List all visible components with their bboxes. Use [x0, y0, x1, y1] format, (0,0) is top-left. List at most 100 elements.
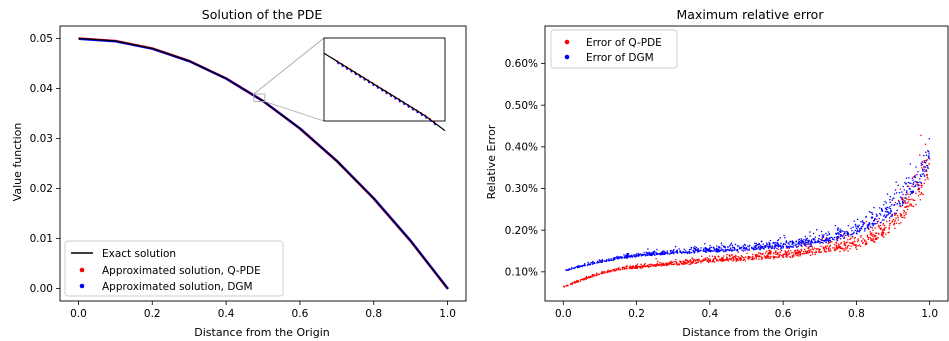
data-point — [733, 247, 736, 250]
data-point — [847, 238, 849, 241]
data-point — [919, 174, 922, 176]
data-point — [869, 236, 871, 239]
data-point — [919, 199, 922, 201]
data-point — [785, 240, 788, 242]
data-point — [843, 237, 845, 240]
data-point — [797, 245, 799, 247]
data-point — [789, 256, 792, 258]
data-point — [767, 257, 770, 259]
data-point — [872, 220, 875, 222]
data-point — [635, 266, 637, 269]
data-point — [888, 224, 891, 227]
data-point — [655, 257, 657, 260]
data-point — [876, 221, 879, 223]
data-point — [817, 251, 820, 253]
data-point — [875, 232, 878, 234]
data-point — [901, 204, 904, 207]
data-point — [774, 255, 776, 258]
data-point — [906, 202, 908, 204]
data-point — [903, 212, 905, 214]
data-point — [860, 239, 863, 242]
data-point — [873, 241, 876, 243]
data-point — [725, 259, 728, 261]
data-point — [820, 251, 822, 253]
data-point — [928, 162, 930, 165]
data-point — [592, 263, 594, 265]
data-point — [840, 241, 843, 244]
data-point — [843, 250, 845, 252]
legend-label: Approximated solution, Q-PDE — [102, 265, 261, 277]
data-point — [631, 254, 633, 257]
data-point — [833, 236, 836, 239]
data-point — [874, 237, 877, 240]
data-point — [755, 246, 757, 248]
data-point — [897, 216, 899, 219]
data-point — [845, 242, 848, 244]
data-point — [755, 244, 757, 247]
data-point — [877, 224, 880, 227]
data-point — [824, 239, 827, 242]
data-point — [573, 267, 576, 269]
data-point — [856, 230, 858, 233]
data-point — [893, 193, 896, 195]
data-point — [844, 247, 847, 249]
data-point — [772, 255, 775, 258]
data-point — [881, 234, 884, 236]
data-point — [830, 236, 833, 239]
data-point — [915, 181, 918, 183]
data-point — [853, 244, 855, 247]
data-point — [897, 219, 899, 221]
data-point — [591, 273, 594, 276]
data-point — [920, 162, 923, 164]
data-point — [793, 244, 795, 246]
data-point — [824, 250, 826, 252]
data-point — [923, 182, 925, 185]
data-point — [731, 254, 734, 256]
data-point — [921, 184, 923, 187]
data-point — [601, 272, 603, 275]
data-point — [659, 263, 661, 266]
data-point — [805, 239, 808, 241]
data-point — [836, 237, 838, 240]
data-point — [823, 234, 825, 236]
data-point — [795, 240, 797, 243]
data-point — [889, 198, 891, 201]
data-point — [862, 238, 864, 240]
data-point — [909, 203, 911, 205]
data-point — [842, 234, 845, 236]
data-point — [735, 255, 737, 257]
data-point — [631, 266, 634, 268]
data-point — [682, 250, 684, 253]
data-point — [670, 252, 672, 254]
data-point — [821, 236, 824, 238]
data-point — [824, 246, 827, 249]
data-point — [857, 244, 859, 247]
data-point — [648, 251, 650, 253]
data-point — [638, 253, 641, 256]
data-point — [627, 253, 629, 256]
data-point — [790, 246, 792, 248]
data-point — [884, 210, 887, 213]
data-point — [700, 261, 702, 264]
data-point — [844, 231, 846, 233]
data-point — [683, 248, 685, 251]
legend-label: Exact solution — [102, 248, 176, 260]
data-point — [850, 245, 852, 247]
data-point — [902, 216, 904, 219]
data-point — [911, 198, 913, 201]
data-point — [777, 248, 779, 251]
data-point — [799, 253, 802, 255]
data-point — [794, 252, 797, 255]
data-point — [874, 227, 876, 229]
data-point — [798, 240, 801, 243]
data-point — [911, 177, 914, 179]
data-point — [814, 240, 816, 242]
data-point — [806, 237, 809, 240]
data-point — [641, 254, 643, 257]
data-point — [903, 197, 905, 199]
data-point — [820, 230, 823, 233]
data-point — [704, 258, 706, 261]
data-point — [777, 256, 780, 258]
data-point — [906, 198, 908, 200]
data-point — [799, 255, 801, 257]
